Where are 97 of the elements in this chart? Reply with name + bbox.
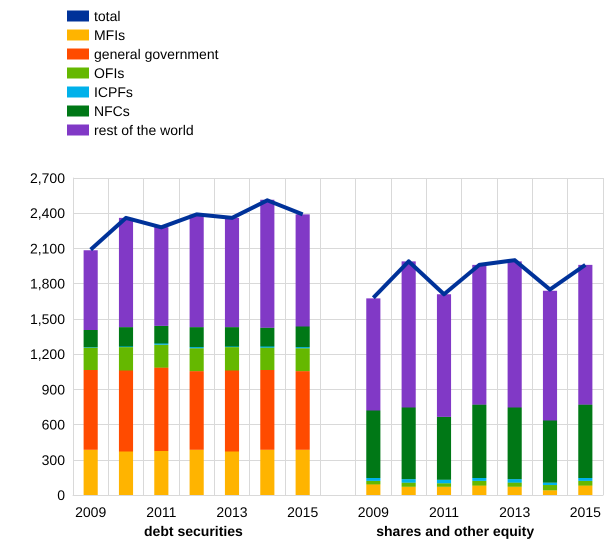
x-tick-label: 2009: [358, 504, 390, 520]
bar: [118, 370, 134, 452]
bar: [402, 486, 416, 495]
y-tick-label: 2,100: [30, 240, 66, 256]
bar: [190, 371, 204, 450]
y-tick-label: 1,500: [30, 310, 66, 327]
bar: [402, 482, 416, 487]
x-tick-label: 2011: [146, 504, 177, 520]
bar: [366, 478, 380, 481]
bar: [118, 452, 134, 495]
bar: [436, 294, 452, 417]
bar: [260, 450, 274, 495]
bar: [84, 370, 98, 450]
bar: [154, 450, 168, 495]
bar: [190, 327, 204, 348]
x-tick-label: 2009: [75, 504, 106, 520]
bar: [296, 371, 310, 450]
legend-label: NFCs: [94, 103, 130, 119]
y-tick-label: 300: [42, 452, 66, 468]
bar: [296, 214, 310, 327]
bar: [224, 218, 240, 328]
bar: [190, 450, 204, 495]
bar: [508, 408, 522, 480]
bar: [542, 482, 558, 486]
text: shares and other equity: [376, 523, 534, 539]
bar: [542, 490, 558, 495]
x-tick-label: 2013: [216, 504, 248, 520]
bar: [436, 416, 452, 480]
legend-label: ICPFs: [94, 84, 133, 100]
bar: [402, 479, 416, 483]
bar: [402, 408, 416, 480]
bar: [472, 264, 486, 405]
legend-label: rest of the world: [94, 122, 194, 138]
bar: [224, 370, 240, 452]
bar: [84, 250, 98, 330]
bar: [472, 404, 486, 478]
bar: [296, 450, 310, 495]
y-tick-label: 1,200: [30, 346, 66, 362]
bar: [118, 327, 134, 346]
x-tick-label: 2015: [570, 504, 602, 520]
bar: [154, 344, 168, 368]
y-tick-label: 600: [42, 416, 66, 433]
x-tick-label: 2015: [287, 504, 318, 520]
bar: [366, 484, 380, 495]
bar: [366, 480, 380, 484]
bar: [260, 328, 274, 346]
text: debt securities: [144, 523, 244, 539]
y-tick-label: 900: [42, 381, 66, 398]
bar: [296, 348, 310, 372]
bar: [508, 482, 522, 487]
bar: [542, 420, 558, 483]
bar: [118, 347, 134, 371]
bar: [542, 485, 558, 490]
bar: [472, 478, 486, 481]
bar: [84, 348, 98, 370]
legend-label: general government: [94, 46, 219, 62]
bar: [578, 486, 592, 495]
bar: [472, 486, 486, 495]
bar: [224, 452, 240, 495]
bar: [190, 348, 204, 372]
bar: [436, 480, 452, 484]
y-tick-label: 1,800: [30, 276, 66, 292]
bar: [578, 404, 592, 478]
bar: [296, 326, 310, 348]
bar: [366, 298, 380, 410]
x-tick-label: 2011: [428, 504, 460, 520]
bar: [366, 410, 380, 478]
bar: [260, 200, 274, 328]
y-tick-label: 2,400: [30, 205, 66, 222]
bar: [84, 330, 98, 348]
bar: [578, 264, 592, 405]
bar: [260, 348, 274, 370]
bar: [224, 347, 240, 371]
legend-label: MFIs: [94, 27, 126, 43]
bar: [436, 483, 452, 487]
y-tick-label: 0: [57, 487, 66, 503]
bar: [190, 214, 204, 328]
bar: [154, 368, 168, 451]
bar: [402, 261, 416, 408]
bar: [508, 486, 522, 495]
legend-label: OFIs: [94, 65, 124, 81]
bar: [154, 326, 168, 344]
y-tick-label: 2,700: [30, 170, 66, 186]
bar: [508, 479, 522, 483]
bar: [472, 480, 486, 486]
bar: [84, 450, 98, 495]
bar: [578, 480, 592, 486]
bar: [508, 261, 522, 408]
bar: [118, 218, 134, 328]
bar: [542, 290, 558, 420]
bar: [436, 486, 452, 495]
bar: [578, 478, 592, 481]
x-tick-label: 2013: [499, 504, 530, 520]
bar: [260, 370, 274, 450]
bar: [224, 327, 240, 346]
legend-label: total: [94, 8, 120, 24]
bar: [154, 227, 168, 326]
